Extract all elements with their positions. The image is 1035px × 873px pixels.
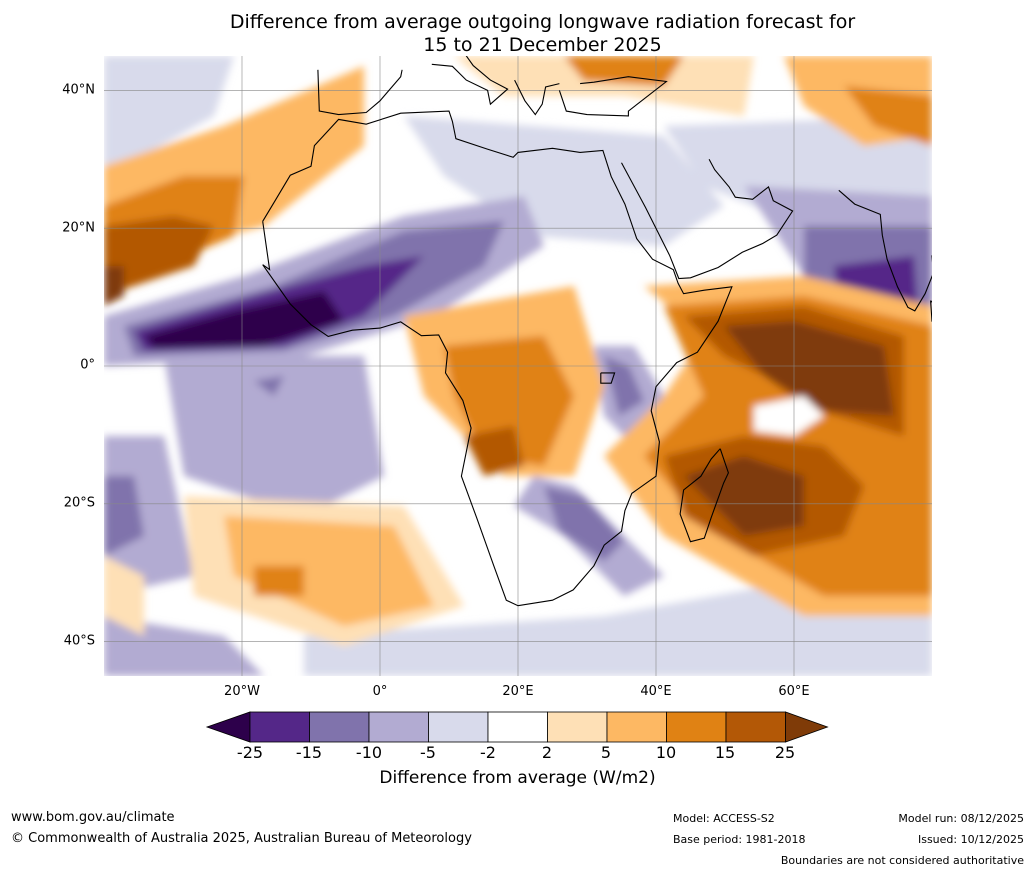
colorbar-tick: -2	[480, 743, 496, 762]
anomaly-region	[224, 356, 364, 436]
colorbar-cell	[428, 711, 489, 743]
anomaly-region	[304, 576, 932, 676]
lon-label-0: 0°	[372, 684, 388, 699]
anomaly-region	[254, 376, 284, 396]
colorbar-tick: 2	[541, 743, 553, 762]
lat-label-20s: 20°S	[63, 495, 95, 511]
olr-anomaly-map	[104, 56, 932, 676]
lat-label-40s: 40°S	[63, 633, 95, 649]
anomaly-region	[844, 86, 932, 146]
anomaly-region	[684, 456, 804, 536]
chart-title-line-1: Difference from average outgoing longwav…	[229, 11, 856, 33]
coastline-anatolia	[558, 76, 668, 117]
anomaly-region	[604, 356, 644, 416]
anomaly-region	[104, 56, 234, 176]
colorbar-cell	[368, 711, 429, 743]
coastline-italy	[431, 56, 509, 106]
colorbar-tick: 5	[600, 743, 612, 762]
colorbar-cell	[725, 711, 786, 743]
colorbar-label: Difference from average (W/m2)	[379, 768, 656, 788]
lat-label-equator: 0°	[80, 357, 95, 373]
colorbar	[205, 711, 829, 743]
lon-label-60e: 60°E	[778, 684, 810, 699]
colorbar-tick: -5	[420, 743, 436, 762]
colorbar-cell	[249, 711, 310, 743]
website-link[interactable]: www.bom.gov.au/climate	[11, 810, 175, 825]
coastline-india	[838, 189, 932, 312]
coastline-srilanka	[930, 300, 932, 322]
anomaly-region	[104, 556, 144, 636]
anomaly-region	[464, 426, 524, 476]
colorbar-cell	[666, 711, 727, 743]
lat-label-20n: 20°N	[62, 220, 95, 236]
anomaly-region	[754, 396, 824, 436]
issued-date: Issued: 10/12/2025	[917, 833, 1024, 846]
colorbar-upper-arrow	[785, 711, 829, 743]
coastline-africa	[262, 110, 733, 607]
anomaly-region	[104, 266, 124, 306]
anomaly-region	[724, 321, 894, 416]
anomaly-region	[254, 566, 304, 596]
colorbar-cell	[487, 711, 548, 743]
anomaly-region	[224, 516, 434, 626]
lat-label-40n: 40°N	[62, 82, 95, 98]
coastline-iberia	[317, 69, 403, 116]
model-name: Model: ACCESS-S2	[673, 812, 775, 825]
colorbar-tick: -10	[355, 743, 383, 762]
colorbar-cell	[606, 711, 667, 743]
colorbar-cell	[547, 711, 608, 743]
base-period: Base period: 1981-2018	[673, 833, 806, 846]
anomaly-region	[104, 216, 214, 296]
coastline-madagascar	[679, 448, 729, 543]
lon-label-20w: 20°W	[224, 684, 260, 699]
anomaly-region	[104, 476, 144, 556]
boundaries-disclaimer: Boundaries are not considered authoritat…	[780, 854, 1024, 867]
anomaly-region	[544, 486, 624, 561]
graticule	[104, 56, 932, 676]
anomaly-region	[564, 56, 684, 86]
colorbar-tick: 15	[714, 743, 736, 762]
lon-label-40e: 40°E	[640, 684, 672, 699]
lon-label-20e: 20°E	[502, 684, 534, 699]
colorbar-tick: -25	[236, 743, 264, 762]
coastline-arabia	[621, 159, 794, 280]
colorbar-cell	[309, 711, 370, 743]
copyright-notice: © Commonwealth of Australia 2025, Austra…	[11, 831, 472, 846]
chart-title-line-2: 15 to 21 December 2025	[423, 34, 662, 56]
anomaly-region	[144, 291, 344, 348]
coastline-greece	[514, 79, 560, 116]
coastlines	[262, 56, 932, 607]
colorbar-tick: -15	[295, 743, 323, 762]
colorbar-lower-arrow	[205, 711, 251, 743]
coastline-lakevictoria	[600, 372, 616, 384]
model-run-date: Model run: 08/12/2025	[898, 812, 1024, 825]
colorbar-tick: 25	[774, 743, 796, 762]
colorbar-tick: 10	[655, 743, 677, 762]
anomaly-region	[454, 56, 754, 116]
